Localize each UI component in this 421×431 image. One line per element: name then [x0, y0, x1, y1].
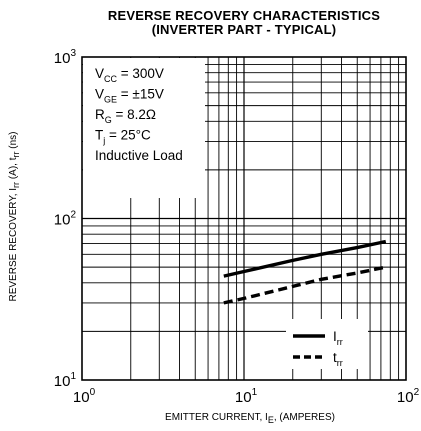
condition-line: RG = 8.2Ω: [95, 107, 156, 125]
conditions-text: VCC = 300V VGE = ±15V RG = 8.2Ω Tj = 25°C In…: [95, 66, 183, 163]
condition-line: Inductive Load: [95, 148, 183, 163]
series-lines: [223, 239, 387, 305]
y-tick-label: 102: [54, 210, 77, 229]
y-axis-label: REVERSE RECOVERY, Irr (A), trr (ns): [8, 131, 21, 301]
condition-line: VGE = ±15V: [95, 87, 164, 105]
legend-label-trr: trr: [333, 350, 343, 368]
plot-frame: [81, 56, 407, 381]
x-tick-label: 102: [397, 387, 420, 406]
y-tick-label: 103: [54, 48, 77, 67]
series-line-trr: [223, 265, 387, 305]
x-tick-label: 100: [73, 387, 96, 406]
condition-line: VCC = 300V: [95, 66, 164, 84]
series-line-irr: [223, 239, 387, 278]
condition-line: Tj = 25°C: [95, 128, 151, 146]
legend-label-irr: Irr: [333, 329, 343, 347]
x-axis-label: EMITTER CURRENT, IE, (AMPERES): [165, 412, 335, 425]
y-tick-label: 101: [54, 371, 77, 390]
legend-background: [286, 319, 368, 369]
grid-lines: [82, 57, 406, 380]
conditions-background: [83, 58, 205, 198]
chart-title: REVERSE RECOVERY CHARACTERISTICS: [107, 8, 381, 23]
chart-subtitle: (INVERTER PART - TYPICAL): [151, 22, 337, 37]
legend: Irr trr: [286, 319, 368, 369]
x-tick-label: 101: [235, 387, 258, 406]
conditions-box: [83, 58, 205, 198]
